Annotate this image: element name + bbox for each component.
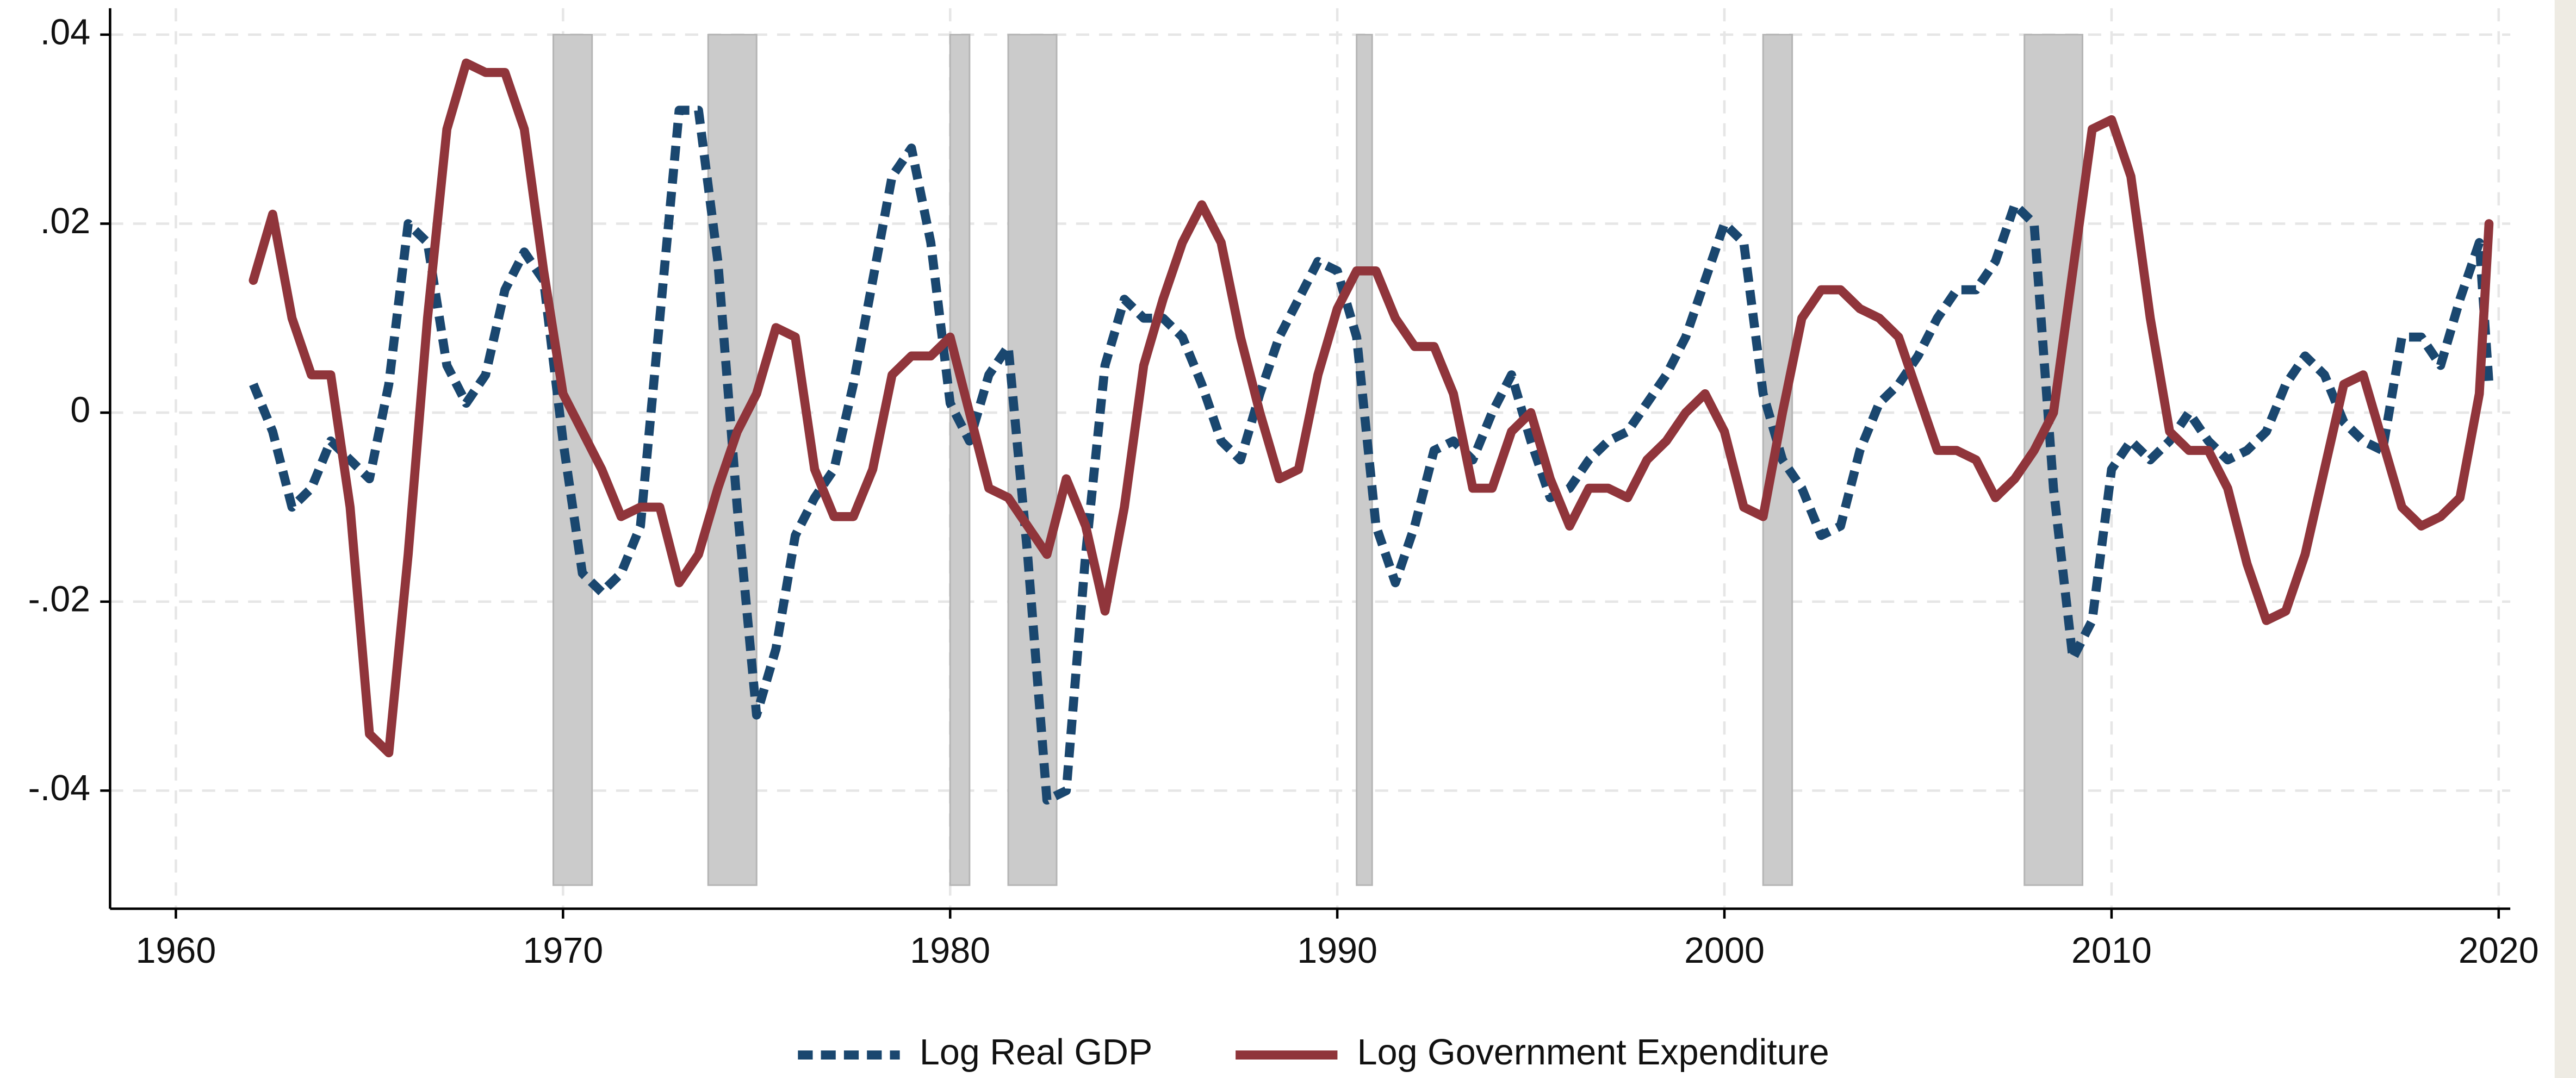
y-tick-label: -.04 (28, 768, 91, 808)
x-tick-label: 1990 (1297, 931, 1377, 971)
legend-label: Log Real GDP (920, 1032, 1152, 1073)
series-line (249, 58, 2494, 758)
series-line (249, 105, 2494, 805)
y-tick-label: .04 (40, 12, 90, 52)
y-tick-label: .02 (40, 201, 90, 241)
legend-label: Log Government Expenditure (1357, 1032, 1829, 1073)
recession-band (553, 34, 593, 886)
x-tick-label: 2010 (2071, 931, 2152, 971)
y-tick-label: -.02 (28, 579, 91, 619)
axes: -.04 -.02 0 .02 .04 1960 1970 1980 1990 2000 2010 2… (28, 8, 2539, 971)
frame-edge (2554, 0, 2576, 1078)
x-tick-label: 2000 (1684, 931, 1765, 971)
recession-band (1356, 34, 1373, 886)
x-tick-label: 1960 (136, 931, 216, 971)
series-lines (249, 58, 2494, 805)
recession-band (1007, 34, 1058, 886)
x-tick-label: 1970 (523, 931, 603, 971)
y-tick-label: 0 (70, 390, 90, 431)
recession-band (949, 34, 971, 886)
legend: Log Real GDP Log Government Expenditure (798, 1032, 1829, 1073)
x-tick-label: 2020 (2459, 931, 2539, 971)
x-tick-label: 1980 (910, 931, 990, 971)
